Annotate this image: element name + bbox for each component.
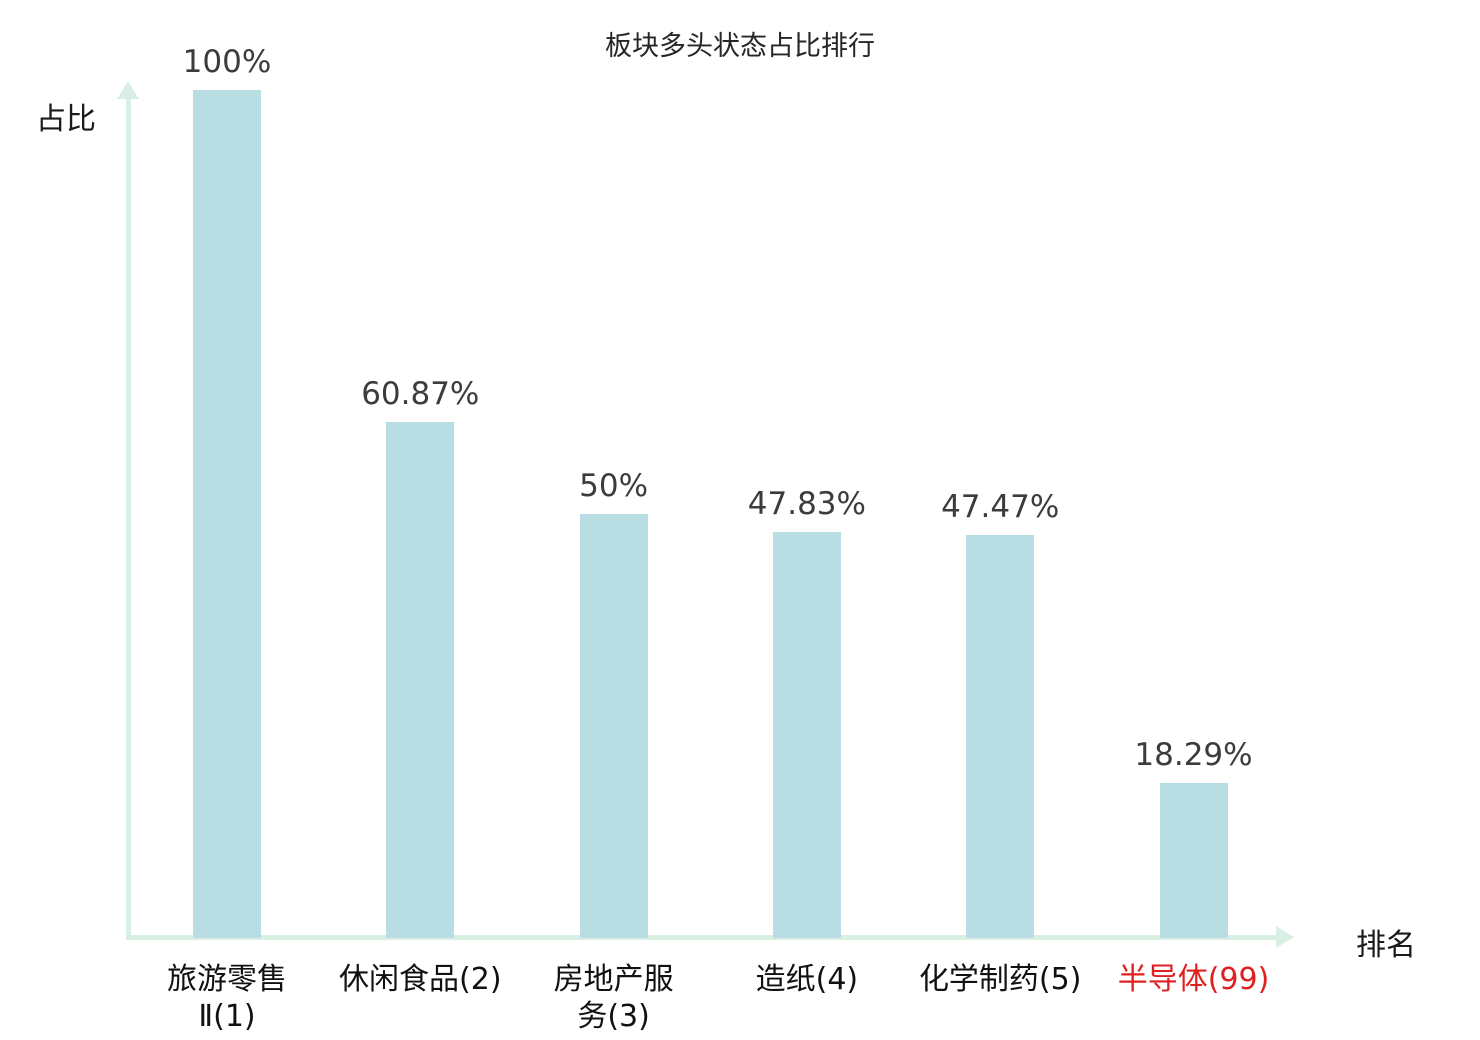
x-axis-label: 排名 <box>1356 928 1416 963</box>
bar-category-label: 化学制药(5) <box>918 962 1082 997</box>
bar-category-label: 休闲食品(2) <box>339 962 502 997</box>
bar-value-label: 18.29% <box>1134 737 1253 773</box>
bar-value-label: 47.47% <box>941 489 1060 525</box>
y-axis-arrow-icon <box>117 81 139 99</box>
bar-category-label: 造纸(4) <box>755 962 859 997</box>
bar-value-label: 50% <box>579 468 649 504</box>
y-axis-line <box>126 98 131 938</box>
bar <box>579 514 648 938</box>
bar <box>386 422 455 938</box>
y-axis-label: 占比 <box>36 102 96 137</box>
bar <box>1159 783 1228 938</box>
bar <box>966 535 1035 938</box>
bar-value-label: 60.87% <box>361 376 480 412</box>
x-axis-line <box>126 935 1278 940</box>
bar-value-label: 47.83% <box>747 486 866 522</box>
chart-title: 板块多头状态占比排行 <box>605 31 875 62</box>
bar-category-label: 半导体(99) <box>1117 962 1270 997</box>
bar <box>772 532 841 938</box>
bar-category-label: 旅游零售 Ⅱ(1) <box>167 962 287 1034</box>
bar <box>193 90 261 938</box>
x-axis-arrow-icon <box>1276 926 1294 948</box>
bar-category-label: 房地产服 务(3) <box>553 962 674 1034</box>
bar-value-label: 100% <box>182 44 272 80</box>
